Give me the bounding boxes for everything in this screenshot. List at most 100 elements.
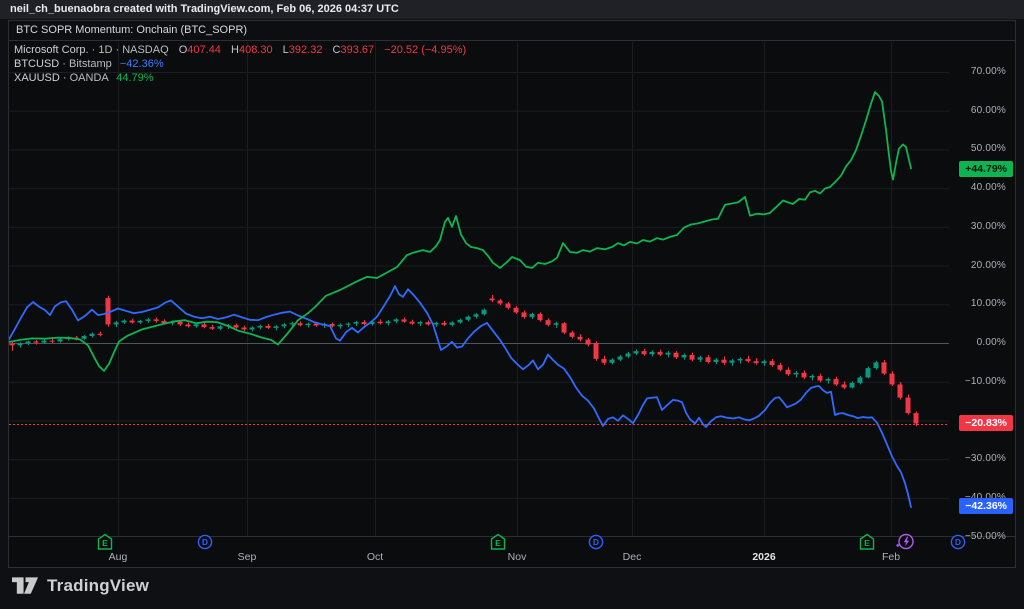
svg-text:E: E [102, 538, 108, 548]
earnings-marker[interactable]: E [488, 533, 508, 556]
candle-body [233, 325, 239, 328]
candle-body [857, 377, 863, 383]
flash-marker[interactable] [895, 533, 915, 556]
candle-body [249, 327, 255, 330]
candle-body [905, 397, 911, 414]
candle-body [177, 321, 183, 325]
candle-body [345, 323, 351, 325]
candle-body [17, 343, 23, 346]
flash-event-icon[interactable] [895, 533, 915, 551]
candle-body [281, 324, 287, 327]
earnings-marker[interactable]: E [95, 533, 115, 556]
candle-body [841, 384, 847, 388]
candle-body [433, 322, 439, 325]
high-value: 408.30 [238, 44, 273, 56]
tradingview-logo-text: TradingView [47, 576, 150, 595]
candle-body [337, 324, 343, 327]
btcusd-meta: · Bitstamp [59, 58, 112, 70]
candle-body [273, 326, 279, 328]
candle-body [601, 358, 607, 363]
candle-body [113, 322, 119, 325]
candle-body [737, 358, 743, 361]
candle-body [9, 343, 15, 346]
candle-body [161, 320, 167, 324]
candle-body [385, 321, 391, 324]
candle-body [513, 307, 519, 313]
open-label: O [178, 44, 188, 56]
candle-body [569, 332, 575, 337]
candle-body [401, 319, 407, 322]
close-label: C [332, 44, 341, 56]
candle-body [745, 358, 751, 362]
candle-body [57, 339, 63, 342]
earnings-icon[interactable]: E [857, 533, 877, 551]
candle-body [465, 316, 471, 320]
dividends-icon[interactable]: D [948, 533, 968, 551]
candle-body [529, 313, 535, 318]
candle-body [793, 372, 799, 375]
btcusd-line[interactable] [9, 285, 912, 509]
earnings-marker[interactable]: E [857, 533, 877, 556]
candle-body [265, 325, 271, 328]
candlestick-series [9, 294, 919, 427]
candle-body [441, 322, 447, 325]
svg-text:E: E [495, 538, 501, 548]
legend-btcusd-row[interactable]: BTCUSD · Bitstamp −42.36% [14, 58, 466, 71]
chart-plot[interactable] [9, 42, 949, 536]
candle-body [137, 320, 143, 323]
candle-body [873, 362, 879, 369]
candle-body [185, 324, 191, 327]
svg-text:D: D [955, 537, 961, 547]
earnings-icon[interactable]: E [95, 533, 115, 551]
candle-body [297, 323, 303, 326]
candle-body [121, 320, 127, 323]
dividends-icon[interactable]: D [586, 533, 606, 551]
candle-body [617, 356, 623, 360]
svg-text:D: D [202, 537, 208, 547]
candle-body [353, 322, 359, 324]
candle-body [593, 343, 599, 359]
xauusd-line[interactable] [9, 91, 912, 372]
candle-body [313, 323, 319, 326]
candle-body [681, 355, 687, 358]
candle-body [809, 375, 815, 378]
dividends-marker[interactable]: D [948, 533, 968, 556]
dividends-icon[interactable]: D [195, 533, 215, 551]
candle-body [553, 323, 559, 325]
btcusd-name: BTCUSD [14, 58, 60, 70]
xauusd-name: XAUUSD [14, 72, 60, 84]
legend: Microsoft Corp. · 1D · NASDAQ O407.44 H4… [14, 44, 466, 86]
candle-body [89, 333, 95, 337]
candle-body [889, 373, 895, 385]
dividends-marker[interactable]: D [586, 533, 606, 556]
candle-body [665, 352, 671, 355]
candle-body [641, 351, 647, 355]
candle-body [329, 324, 335, 327]
candle-body [217, 326, 223, 329]
indicator-title: BTC SOPR Momentum: Onchain (BTC_SOPR) [16, 24, 248, 36]
open-value: 407.44 [187, 44, 221, 56]
candle-body [481, 309, 487, 315]
tradingview-mark-icon [12, 577, 39, 594]
candle-body [785, 369, 791, 375]
indicator-title-bar[interactable]: BTC SOPR Momentum: Onchain (BTC_SOPR) [8, 20, 1016, 41]
candle-body [769, 361, 775, 366]
candle-body [689, 355, 695, 360]
candle-body [585, 339, 591, 345]
close-value: 393.67 [340, 44, 375, 56]
candle-body [129, 320, 135, 323]
earnings-icon[interactable]: E [488, 533, 508, 551]
candle-body [897, 384, 903, 398]
candle-body [577, 336, 583, 340]
dividends-marker[interactable]: D [195, 533, 215, 556]
legend-main-row[interactable]: Microsoft Corp. · 1D · NASDAQ O407.44 H4… [14, 44, 466, 57]
legend-xauusd-row[interactable]: XAUUSD · OANDA 44.79% [14, 72, 466, 85]
high-label: H [231, 44, 239, 56]
candle-body [537, 313, 543, 321]
low-value: 392.32 [288, 44, 323, 56]
candle-body [489, 298, 495, 301]
tradingview-logo[interactable]: TradingView [12, 576, 149, 596]
candle-body [105, 298, 111, 325]
candle-body [193, 324, 199, 327]
